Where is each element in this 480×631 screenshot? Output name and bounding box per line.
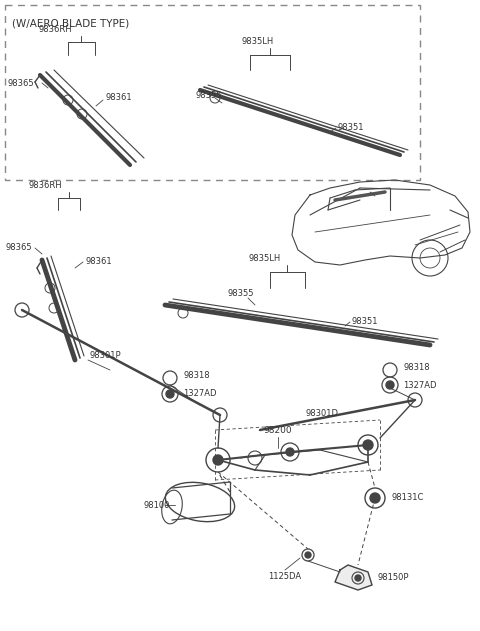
Text: 1327AD: 1327AD xyxy=(403,380,436,389)
Text: 98150P: 98150P xyxy=(378,574,409,582)
Circle shape xyxy=(286,448,294,456)
Text: 98351: 98351 xyxy=(352,317,379,326)
Bar xyxy=(5,5,420,180)
Text: 1125DA: 1125DA xyxy=(268,572,301,581)
Text: 98200: 98200 xyxy=(264,426,292,435)
Circle shape xyxy=(166,390,174,398)
Text: 98100: 98100 xyxy=(143,500,169,509)
Text: 98301D: 98301D xyxy=(305,409,338,418)
Polygon shape xyxy=(335,565,372,590)
Text: 9836RH: 9836RH xyxy=(28,181,62,190)
Text: (W/AERO BLADE TYPE): (W/AERO BLADE TYPE) xyxy=(12,18,129,28)
Text: 9835LH: 9835LH xyxy=(242,37,274,46)
Text: 98301P: 98301P xyxy=(90,351,121,360)
Text: 98361: 98361 xyxy=(85,257,112,266)
Text: 98351: 98351 xyxy=(338,124,364,133)
Circle shape xyxy=(370,493,380,503)
Text: 1327AD: 1327AD xyxy=(183,389,216,399)
Circle shape xyxy=(355,575,361,581)
Text: 98355: 98355 xyxy=(195,91,221,100)
Text: 98318: 98318 xyxy=(403,363,430,372)
Text: 98318: 98318 xyxy=(183,372,210,380)
Text: 9836RH: 9836RH xyxy=(38,25,72,34)
Text: 98361: 98361 xyxy=(105,93,132,102)
Circle shape xyxy=(386,381,394,389)
Circle shape xyxy=(213,455,223,465)
Circle shape xyxy=(305,552,311,558)
Text: 9835LH: 9835LH xyxy=(249,254,281,263)
Circle shape xyxy=(363,440,373,450)
Text: 98365: 98365 xyxy=(5,244,32,252)
Text: 98131C: 98131C xyxy=(392,493,424,502)
Text: 98355: 98355 xyxy=(228,289,254,298)
Text: 98365: 98365 xyxy=(8,78,35,88)
